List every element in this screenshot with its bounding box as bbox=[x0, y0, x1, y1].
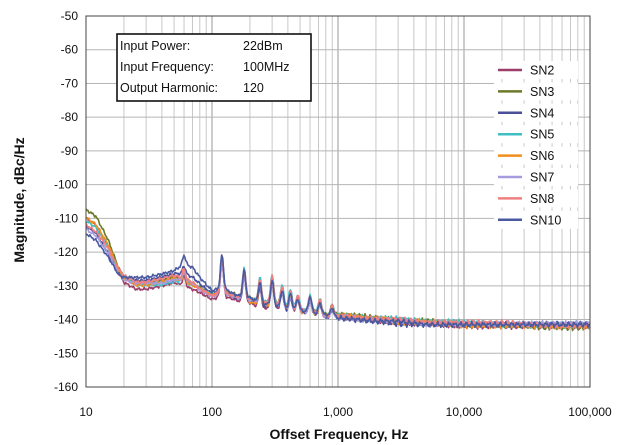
legend-label-sn8: SN8 bbox=[530, 192, 554, 206]
input-power-value: 22dBm bbox=[243, 39, 283, 53]
input-frequency-label: Input Frequency: bbox=[120, 60, 214, 74]
input-power-label: Input Power: bbox=[120, 39, 190, 53]
legend-label-sn2: SN2 bbox=[530, 64, 554, 78]
legend: SN2 SN3 SN4 SN5 SN6 SN7 SN8 SN10 bbox=[494, 61, 578, 229]
x-tick-labels: 10 100 1,000 10,000 100,000 bbox=[79, 405, 612, 419]
legend-label-sn3: SN3 bbox=[530, 85, 554, 99]
y-tick-label: -110 bbox=[55, 211, 78, 225]
y-tick-label: -140 bbox=[54, 313, 78, 327]
y-tick-label: -130 bbox=[54, 279, 78, 293]
legend-entry-background bbox=[494, 103, 578, 122]
legend-entry-background bbox=[494, 210, 578, 229]
x-axis-title: Offset Frequency, Hz bbox=[270, 426, 409, 442]
legend-label-sn4: SN4 bbox=[530, 106, 554, 120]
series-lines bbox=[85, 208, 591, 332]
legend-label-sn6: SN6 bbox=[530, 149, 554, 163]
y-tick-label: -80 bbox=[61, 110, 79, 124]
input-frequency-value: 100MHz bbox=[243, 60, 290, 74]
y-tick-label: -70 bbox=[61, 76, 79, 90]
y-tick-labels: -50 -60 -70 -80 -90 -100 -110 -120 -130 -140 -150 -… bbox=[54, 9, 78, 394]
legend-label-sn7: SN7 bbox=[530, 171, 554, 185]
y-tick-label: -150 bbox=[54, 346, 78, 360]
legend-label-sn5: SN5 bbox=[530, 128, 554, 142]
annotation-frame bbox=[116, 33, 312, 102]
x-tick-label: 100,000 bbox=[568, 405, 612, 419]
y-tick-label: -160 bbox=[54, 380, 78, 394]
y-tick-label: -60 bbox=[61, 43, 79, 57]
legend-entry-background bbox=[494, 189, 578, 208]
legend-entry-background bbox=[494, 82, 578, 101]
legend-entry-background bbox=[494, 146, 578, 165]
y-tick-label: -120 bbox=[54, 245, 78, 259]
x-tick-label: 100 bbox=[202, 405, 222, 419]
x-tick-label: 1,000 bbox=[323, 405, 353, 419]
x-tick-label: 10 bbox=[79, 405, 93, 419]
output-harmonic-value: 120 bbox=[243, 81, 264, 95]
settings-annotation-box: Input Power: 22dBm Input Frequency: 100M… bbox=[116, 33, 312, 102]
legend-entry-background bbox=[494, 168, 578, 186]
plot-frame bbox=[85, 15, 591, 388]
y-tick-label: -50 bbox=[61, 9, 79, 23]
legend-entry-background bbox=[494, 61, 578, 79]
y-tick-label: -100 bbox=[54, 178, 78, 192]
legend-entry-background bbox=[494, 125, 578, 144]
y-tick-label: -90 bbox=[61, 144, 79, 158]
x-tick-label: 10,000 bbox=[446, 405, 483, 419]
y-axis-title: Magnitude, dBc/Hz bbox=[11, 137, 27, 262]
legend-label-sn10: SN10 bbox=[530, 213, 561, 227]
series-line-sn10 bbox=[85, 233, 591, 329]
output-harmonic-label: Output Harmonic: bbox=[120, 81, 218, 95]
